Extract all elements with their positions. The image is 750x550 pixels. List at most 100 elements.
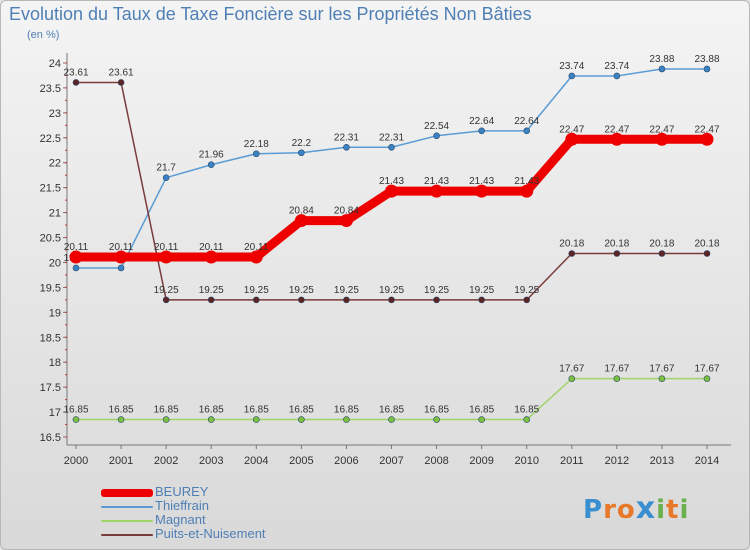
data-point-puits-et-nuisement [343,296,350,304]
legend-label: Thieffrain [155,498,209,513]
chart-title: Evolution du Taux de Taxe Foncière sur l… [9,4,532,24]
legend-swatch [101,534,153,536]
data-label-beurey: 20.11 [64,242,89,253]
data-point-puits-et-nuisement [162,296,170,304]
y-tick-label: 22 [49,158,61,170]
data-point-thieffrain [72,264,80,272]
y-tick-label: 21.5 [40,183,61,195]
data-point-beurey [249,250,263,264]
y-tick-label: 21 [49,208,61,220]
data-point-magnant [117,416,125,423]
data-label-magnant: 16.85 [154,405,179,416]
x-tick-label: 2000 [64,455,88,467]
data-label-puits-et-nuisement: 19.25 [289,285,314,296]
y-tick-label: 23.5 [40,83,61,95]
logo-letter: r [603,495,617,525]
data-point-thieffrain [478,127,485,135]
data-label-puits-et-nuisement: 19.25 [244,285,269,296]
data-point-beurey [385,184,398,198]
data-point-puits-et-nuisement [433,296,440,304]
legend-swatch [101,506,153,508]
logo-letter: i [679,495,690,525]
data-point-beurey [69,250,83,264]
legend-label: Magnant [155,512,206,527]
data-point-magnant [433,416,440,423]
data-point-beurey [520,184,534,198]
data-label-thieffrain: 22.54 [424,121,449,132]
y-tick-label: 24 [49,58,61,70]
data-point-beurey [294,214,308,228]
data-point-thieffrain [207,161,215,169]
data-point-puits-et-nuisement [478,296,485,304]
data-label-beurey: 20.11 [154,242,179,253]
data-point-beurey [339,214,353,228]
data-label-thieffrain: 23.74 [559,61,584,72]
proxiti-logo: Proxiti [583,491,689,526]
data-label-puits-et-nuisement: 19.25 [424,285,449,296]
x-tick-label: 2001 [109,455,133,467]
data-point-magnant [613,375,621,382]
data-point-puits-et-nuisement [703,250,711,257]
data-label-magnant: 17.67 [649,364,674,375]
data-label-puits-et-nuisement: 20.18 [559,238,584,249]
data-label-thieffrain: 21.96 [199,150,224,161]
x-tick-label: 2012 [605,455,629,467]
data-label-thieffrain: 22.18 [244,139,269,150]
data-point-magnant [568,375,576,382]
data-label-magnant: 17.67 [694,364,719,375]
data-point-thieffrain [613,72,621,80]
data-label-magnant: 16.85 [514,405,539,416]
y-tick-label: 22.5 [40,133,61,145]
data-point-magnant [523,416,531,423]
data-point-puits-et-nuisement [207,296,215,304]
logo-letter: i [656,495,667,525]
data-point-thieffrain [703,65,711,73]
data-point-thieffrain [298,149,305,157]
data-label-magnant: 16.85 [199,405,224,416]
logo-letter: o [616,495,636,525]
data-label-thieffrain: 23.88 [694,54,719,65]
y-tick-label: 20 [49,257,61,269]
data-label-beurey: 20.11 [244,242,269,253]
data-point-thieffrain [117,264,125,272]
data-label-beurey: 20.84 [289,206,314,217]
x-tick-label: 2013 [650,455,674,467]
data-point-magnant [343,416,350,423]
x-tick-label: 2004 [244,455,268,467]
data-point-puits-et-nuisement [72,79,80,86]
data-point-magnant [388,416,395,423]
data-point-beurey [565,132,579,146]
x-tick-label: 2007 [379,455,403,467]
data-label-beurey: 21.43 [469,176,494,187]
legend-label: Puits-et-Nuisement [155,526,266,541]
x-tick-label: 2011 [560,455,584,467]
data-point-thieffrain [252,150,260,158]
data-label-beurey: 20.11 [109,242,134,253]
data-label-thieffrain: 22.31 [379,132,404,143]
y-tick-label: 16.5 [40,432,61,444]
data-point-thieffrain [388,143,395,151]
data-label-thieffrain: 22.64 [514,116,539,127]
data-label-beurey: 22.47 [604,124,629,135]
data-label-beurey: 21.43 [514,176,539,187]
data-label-puits-et-nuisement: 19.25 [154,285,179,296]
data-label-thieffrain: 21.7 [156,163,176,174]
data-point-thieffrain [343,143,350,151]
data-label-puits-et-nuisement: 19.25 [514,285,539,296]
data-point-magnant [162,416,170,423]
data-label-beurey: 21.43 [424,176,449,187]
data-point-magnant [478,416,485,423]
data-point-puits-et-nuisement [658,250,666,257]
x-tick-label: 2005 [289,455,313,467]
data-label-magnant: 16.85 [109,405,134,416]
x-tick-label: 2010 [514,455,538,467]
y-tick-label: 23 [49,108,61,120]
logo-letter: x [635,491,657,526]
data-point-puits-et-nuisement [117,79,125,86]
data-label-puits-et-nuisement: 20.18 [694,238,719,249]
data-point-beurey [475,184,489,198]
y-tick-label: 18.5 [40,332,61,344]
data-label-magnant: 16.85 [469,405,494,416]
data-label-beurey: 20.11 [199,242,224,253]
